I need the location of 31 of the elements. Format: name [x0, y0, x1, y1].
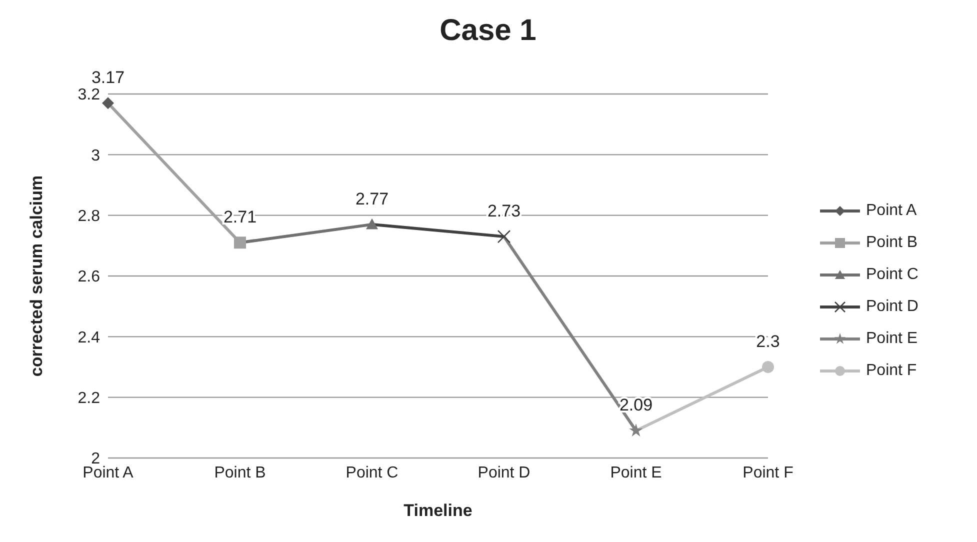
y-tick-label: 2.6: [78, 268, 100, 286]
x-axis-title: Timeline: [404, 501, 472, 520]
point: [629, 424, 643, 437]
x-tick-label: Point E: [610, 464, 662, 482]
data-label: 2.73: [487, 202, 521, 221]
data-label: 2.71: [223, 208, 257, 227]
x-tick-label: Point C: [346, 464, 398, 482]
y-axis-title: corrected serum calcium: [27, 175, 46, 377]
y-tick-label: 2.8: [78, 208, 100, 226]
y-tick-label: 3: [91, 147, 100, 164]
y-tick-label: 2.2: [78, 390, 100, 408]
point: [497, 230, 511, 244]
data-label: 2.77: [355, 189, 389, 208]
y-tick-label: 2.4: [78, 329, 100, 346]
data-label: 2.09: [619, 396, 653, 415]
point: [762, 361, 774, 373]
legend-label: Point F: [866, 362, 917, 380]
legend-label: Point A: [866, 202, 917, 220]
point: [234, 236, 246, 249]
x-tick-label: Point F: [742, 464, 794, 482]
point: [102, 97, 114, 110]
x-tick-label: Point B: [214, 464, 266, 482]
data-label: 3.17: [91, 68, 125, 88]
legend-label: Point C: [866, 266, 918, 284]
legend-label: Point D: [866, 298, 918, 316]
x-tick-label: Point D: [478, 464, 530, 482]
legend-label: Point B: [866, 234, 918, 252]
data-label: 2.3: [756, 332, 780, 351]
legend-label: Point E: [866, 330, 918, 348]
y-tick-label: 3.2: [78, 86, 100, 104]
chart-title: Case 1: [438, 13, 538, 49]
